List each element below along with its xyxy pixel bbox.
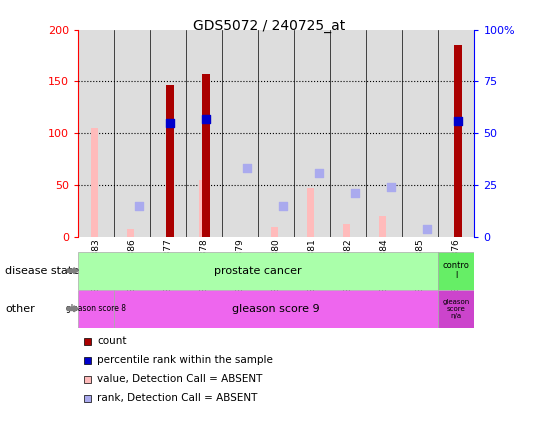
FancyBboxPatch shape	[114, 290, 438, 328]
Bar	[307, 188, 314, 237]
Bar	[330, 30, 367, 237]
Bar	[402, 30, 438, 237]
Bar	[343, 225, 350, 237]
Text: prostate cancer: prostate cancer	[215, 266, 302, 276]
Text: contro
l: contro l	[443, 261, 470, 280]
Point	[454, 118, 462, 124]
FancyBboxPatch shape	[438, 252, 474, 290]
Bar	[271, 227, 278, 237]
Text: gleason
score
n/a: gleason score n/a	[443, 299, 470, 319]
FancyBboxPatch shape	[78, 290, 114, 328]
Bar	[91, 128, 98, 237]
Bar	[114, 30, 150, 237]
Point	[350, 190, 359, 197]
Bar	[367, 30, 402, 237]
Text: percentile rank within the sample: percentile rank within the sample	[97, 355, 273, 365]
Bar	[150, 30, 186, 237]
Text: gleason score 9: gleason score 9	[232, 304, 320, 314]
Point	[386, 184, 395, 190]
Point	[243, 165, 251, 172]
Point	[165, 120, 174, 126]
Bar	[166, 85, 174, 237]
Bar	[258, 30, 294, 237]
Bar	[127, 228, 134, 237]
Bar	[186, 30, 222, 237]
Text: other: other	[5, 304, 35, 314]
Bar	[78, 30, 114, 237]
Text: value, Detection Call = ABSENT: value, Detection Call = ABSENT	[97, 374, 262, 385]
Bar	[222, 30, 258, 237]
FancyBboxPatch shape	[78, 252, 438, 290]
Text: gleason score 8: gleason score 8	[66, 304, 126, 313]
Bar	[199, 180, 206, 237]
Point	[134, 203, 143, 209]
Point	[314, 169, 323, 176]
Text: GDS5072 / 240725_at: GDS5072 / 240725_at	[194, 19, 345, 33]
Bar	[379, 216, 386, 237]
Bar	[294, 30, 330, 237]
FancyBboxPatch shape	[438, 290, 474, 328]
Bar	[438, 30, 474, 237]
Text: disease state: disease state	[5, 266, 80, 276]
Text: count: count	[97, 336, 127, 346]
Bar	[202, 74, 210, 237]
Bar	[454, 45, 462, 237]
Point	[202, 115, 210, 122]
Text: rank, Detection Call = ABSENT: rank, Detection Call = ABSENT	[97, 393, 258, 404]
Point	[279, 203, 287, 209]
Point	[423, 225, 431, 232]
